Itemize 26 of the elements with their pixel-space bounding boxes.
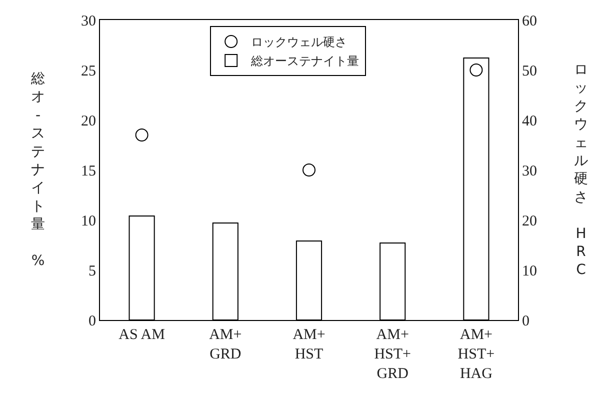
y-tick-label: 30 bbox=[81, 13, 96, 30]
x-tick-label: AM+ HST+ GRD bbox=[374, 327, 411, 382]
y-tick-label: 0 bbox=[88, 313, 96, 330]
point bbox=[470, 64, 483, 76]
legend-label: ロックウェル硬さ bbox=[251, 35, 348, 50]
y2-tick-label: 50 bbox=[522, 63, 537, 80]
y-tick-label: 20 bbox=[81, 113, 96, 130]
y-tick-label: 25 bbox=[81, 63, 96, 80]
text: 総オ-ステナイト量 % bbox=[31, 71, 45, 269]
y2-tick-label: 30 bbox=[522, 163, 537, 180]
y2-tick-label: 40 bbox=[522, 113, 537, 130]
y-tick-label: 10 bbox=[81, 213, 96, 230]
y2-tick-label: 60 bbox=[522, 13, 537, 30]
y2-tick-label: 0 bbox=[522, 313, 530, 330]
text: ロックウェル硬さ HRC bbox=[574, 62, 588, 278]
x-tick-label: AS AM bbox=[118, 327, 165, 343]
y-tick-label: 15 bbox=[81, 163, 96, 180]
x-tick-label: AM+ GRD bbox=[209, 327, 242, 362]
y2-tick-label: 20 bbox=[522, 213, 537, 230]
point bbox=[302, 164, 316, 176]
x-tick-label: AM+ HST bbox=[292, 327, 326, 362]
x-tick-label: AM+ HST+ HAG bbox=[458, 327, 495, 382]
y2-tick-label: 10 bbox=[522, 263, 537, 280]
legend-label: 総オーステナイト量 bbox=[250, 54, 360, 68]
y-tick-label: 5 bbox=[88, 263, 96, 280]
point bbox=[135, 128, 148, 142]
